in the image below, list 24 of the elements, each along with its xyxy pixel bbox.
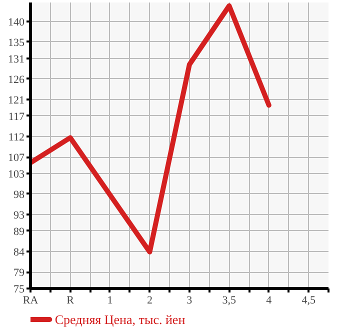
y-tick-label: 117 bbox=[8, 110, 25, 123]
y-tick-label: 107 bbox=[8, 152, 25, 164]
y-tick-label: 121 bbox=[8, 94, 24, 106]
x-tick-label: 1 bbox=[107, 294, 113, 306]
x-tick-label: 3 bbox=[186, 294, 193, 306]
y-tick-label: 93 bbox=[14, 210, 25, 222]
y-tick-label: 75 bbox=[14, 284, 25, 296]
x-tick-label: R bbox=[66, 294, 75, 306]
y-tick-label: 84 bbox=[14, 246, 25, 259]
y-tick-label: 103 bbox=[8, 168, 25, 180]
y-tick-label: 79 bbox=[14, 267, 25, 280]
x-tick-label: RA bbox=[22, 294, 38, 306]
x-tick-label: 3,5 bbox=[222, 294, 237, 306]
y-tick-label: 135 bbox=[8, 36, 25, 49]
y-tick-label: 112 bbox=[8, 131, 24, 144]
x-tick-label: 4,5 bbox=[302, 294, 316, 306]
y-tick-label: 126 bbox=[8, 74, 25, 86]
y-tick-label: 140 bbox=[8, 16, 25, 28]
y-tick-label: 89 bbox=[14, 226, 25, 238]
x-tick-label: 4 bbox=[266, 294, 272, 306]
x-tick-label: 2 bbox=[146, 294, 152, 306]
y-tick-label: 98 bbox=[14, 188, 25, 201]
y-tick-label: 131 bbox=[8, 53, 24, 66]
legend-label: Средняя Цена, тыс. йен bbox=[54, 312, 186, 327]
